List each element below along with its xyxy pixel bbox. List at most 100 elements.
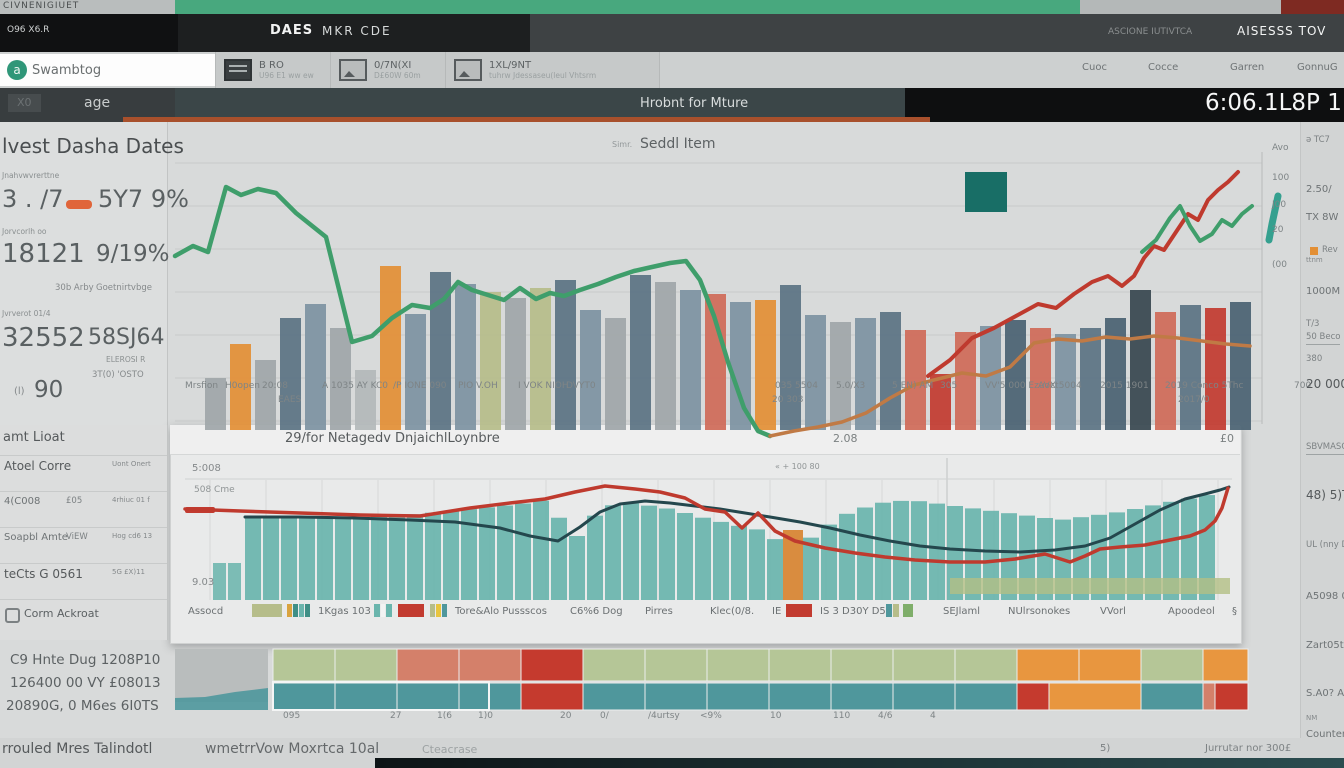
- rail-item[interactable]: ttnm: [1306, 256, 1323, 264]
- toolbar-button-1[interactable]: B RO U96 E1 ww ew: [215, 52, 330, 88]
- area-step-bar[interactable]: [228, 563, 241, 600]
- main-bar[interactable]: [655, 282, 676, 430]
- main-bar[interactable]: [330, 328, 351, 430]
- area-bar[interactable]: [605, 505, 621, 600]
- area-bar[interactable]: [677, 513, 693, 600]
- area-bar[interactable]: [317, 516, 333, 600]
- heatmap-cell-top[interactable]: [954, 648, 1018, 682]
- main-bar[interactable]: [780, 285, 801, 430]
- area-bar[interactable]: [245, 516, 261, 600]
- menu-right-strong[interactable]: AISESSS TOV: [1237, 24, 1327, 38]
- area-bar[interactable]: [479, 507, 495, 600]
- main-bar[interactable]: [480, 292, 501, 430]
- rail-item[interactable]: S.A0? Ato: [1306, 688, 1344, 699]
- rail-item[interactable]: Counter 2003: [1306, 729, 1344, 740]
- main-bar[interactable]: [630, 275, 651, 430]
- table-cell-left[interactable]: 4(C008: [4, 496, 41, 507]
- rail-item[interactable]: SBVMASOIIGELS: [1306, 442, 1344, 456]
- legend-swatch[interactable]: [786, 604, 813, 617]
- main-bar[interactable]: [905, 330, 926, 430]
- legend-swatch[interactable]: [287, 604, 311, 617]
- legend-swatch[interactable]: [398, 604, 425, 617]
- area-bar[interactable]: [731, 525, 747, 600]
- rail-item[interactable]: TX 8W: [1306, 212, 1339, 223]
- rail-item[interactable]: ə TC7: [1306, 135, 1330, 145]
- legend-swatch[interactable]: [430, 604, 448, 617]
- area-bar[interactable]: [875, 502, 891, 600]
- main-bar[interactable]: [455, 284, 476, 430]
- heatmap-cell-bottom[interactable]: [582, 682, 646, 711]
- area-bar[interactable]: [443, 510, 459, 600]
- heatmap-cell-top[interactable]: [1016, 648, 1080, 682]
- main-bar[interactable]: [580, 310, 601, 430]
- area-bar[interactable]: [1163, 501, 1179, 600]
- legend-swatch[interactable]: [374, 604, 393, 617]
- main-bar[interactable]: [855, 318, 876, 430]
- area-bar[interactable]: [803, 537, 819, 600]
- main-bar[interactable]: [255, 360, 276, 430]
- area-step-bar[interactable]: [213, 563, 226, 600]
- heatmap-cell-bottom[interactable]: [1140, 682, 1204, 711]
- main-bar[interactable]: [205, 378, 226, 430]
- heatmap-cell-bottom[interactable]: [768, 682, 832, 711]
- area-bar[interactable]: [569, 536, 585, 600]
- area-bar[interactable]: [1199, 495, 1215, 600]
- main-bar[interactable]: [680, 290, 701, 430]
- heatmap-cell-top[interactable]: [830, 648, 894, 682]
- legend-label[interactable]: Tore&Alo Pussscos: [455, 606, 547, 617]
- heatmap-cell-top[interactable]: [458, 648, 522, 682]
- heatmap-cell-bottom[interactable]: [1048, 682, 1142, 711]
- legend-label[interactable]: IE: [772, 606, 782, 617]
- heatmap-cell-top[interactable]: [1078, 648, 1142, 682]
- legend-label[interactable]: §: [1232, 606, 1237, 617]
- area-bar[interactable]: [335, 516, 351, 600]
- heatmap-cell-bottom[interactable]: [1214, 682, 1249, 711]
- main-bar[interactable]: [1155, 312, 1176, 430]
- rail-item[interactable]: 380: [1306, 354, 1323, 364]
- heatmap-cell-top[interactable]: [1202, 648, 1249, 682]
- area-bar[interactable]: [695, 517, 711, 600]
- area-bar[interactable]: [641, 505, 657, 600]
- heatmap-cell-top[interactable]: [768, 648, 832, 682]
- heatmap-cell-bottom[interactable]: [644, 682, 708, 711]
- main-bar[interactable]: [530, 288, 551, 430]
- area-bar[interactable]: [1181, 498, 1197, 600]
- heatmap-cell-top[interactable]: [520, 648, 584, 682]
- heatmap-cell-bottom[interactable]: [272, 682, 336, 711]
- brand-logo[interactable]: DAES: [270, 23, 314, 38]
- rail-item[interactable]: 20 000: [1306, 377, 1344, 391]
- header-link[interactable]: Cuoc: [1082, 62, 1107, 73]
- legend-label[interactable]: Assocd: [188, 606, 224, 617]
- main-bar[interactable]: [280, 318, 301, 430]
- area-bar[interactable]: [911, 501, 927, 600]
- rail-item[interactable]: UL (nny Deera: [1306, 540, 1344, 550]
- heatmap-cell-top[interactable]: [396, 648, 460, 682]
- search-input[interactable]: [0, 54, 255, 86]
- nav-left-label[interactable]: age: [84, 95, 111, 111]
- menu-right-muted[interactable]: ASCIONE IUTIVTCA: [1108, 27, 1193, 37]
- main-bar[interactable]: [1005, 320, 1026, 430]
- area-bar[interactable]: [749, 529, 765, 600]
- heatmap-cell-top[interactable]: [1140, 648, 1204, 682]
- highlight-bar[interactable]: [783, 530, 803, 600]
- toolbar-button-3[interactable]: 1XL/9NT tuhrw Jdessaseu(leul Vhtsrm: [445, 52, 660, 88]
- heatmap-cell-bottom[interactable]: [334, 682, 398, 711]
- rail-item[interactable]: NM: [1306, 714, 1318, 722]
- rail-item[interactable]: Zart05ta: [1306, 640, 1344, 651]
- main-bar[interactable]: [805, 315, 826, 430]
- legend-label[interactable]: Pirres: [645, 606, 673, 617]
- main-bar[interactable]: [230, 344, 251, 430]
- heatmap-cell-top[interactable]: [892, 648, 956, 682]
- main-bar[interactable]: [355, 370, 376, 430]
- heatmap-cell-top[interactable]: [272, 648, 336, 682]
- heatmap-cell-top[interactable]: [706, 648, 770, 682]
- area-bar[interactable]: [299, 516, 315, 600]
- area-bar[interactable]: [821, 524, 837, 600]
- area-bar[interactable]: [389, 515, 405, 600]
- area-bar[interactable]: [533, 500, 549, 600]
- heatmap-cell-bottom[interactable]: [396, 682, 460, 711]
- main-bar[interactable]: [555, 280, 576, 430]
- area-bar[interactable]: [551, 517, 567, 600]
- heatmap-cell-top[interactable]: [582, 648, 646, 682]
- main-bar[interactable]: [405, 314, 426, 430]
